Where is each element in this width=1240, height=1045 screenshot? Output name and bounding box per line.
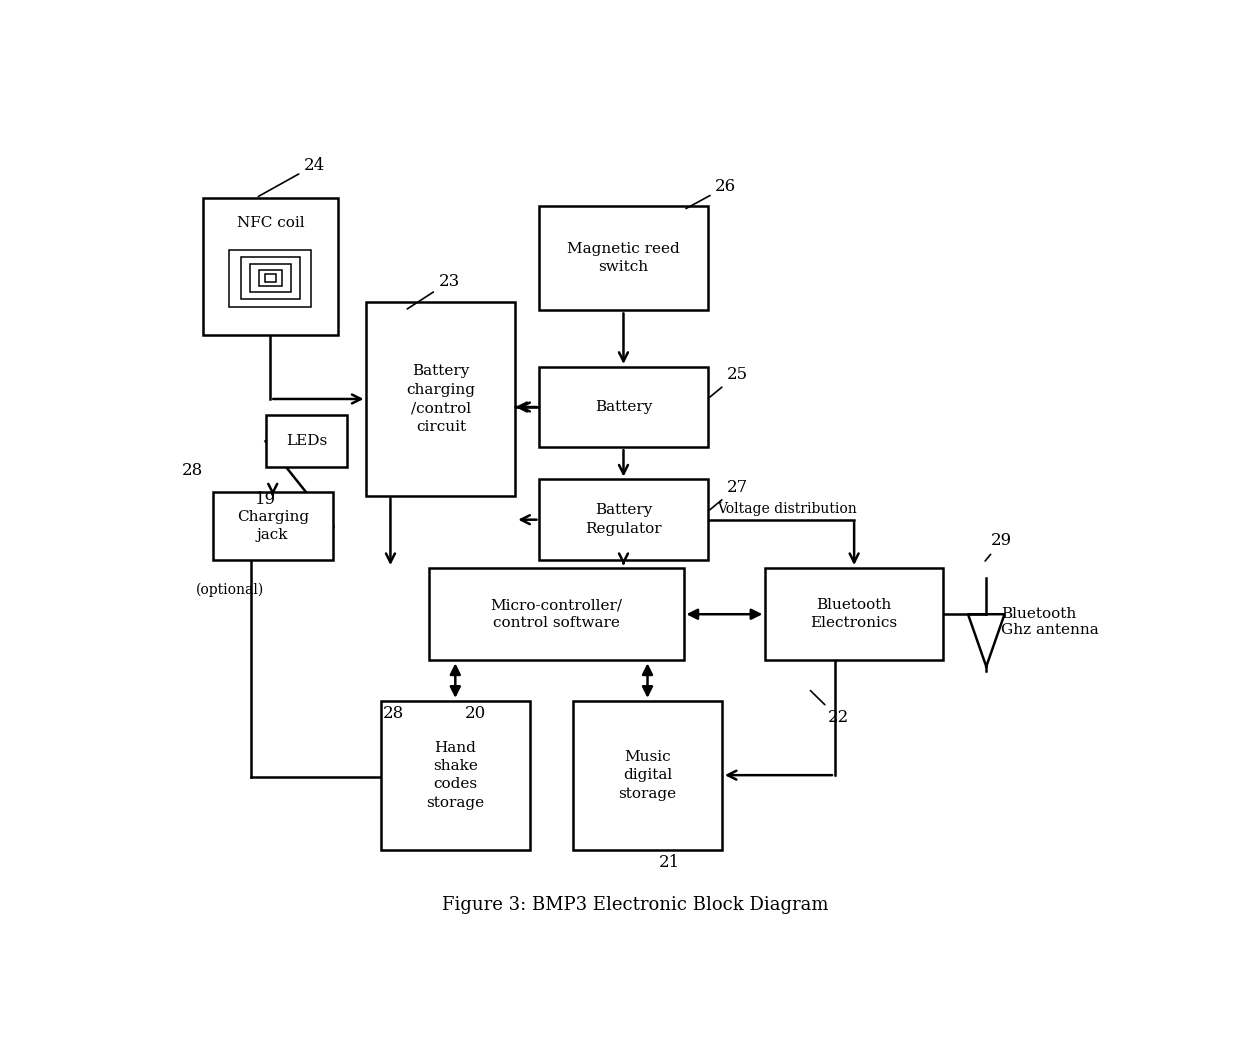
Text: Music
digital
storage: Music digital storage (619, 749, 677, 800)
Text: Battery
charging
/control
circuit: Battery charging /control circuit (407, 365, 475, 434)
Text: Magnetic reed
switch: Magnetic reed switch (567, 242, 680, 275)
Text: Battery: Battery (595, 400, 652, 414)
Bar (573, 701, 722, 850)
Bar (264, 274, 277, 282)
Bar (250, 264, 290, 293)
Text: Charging
jack: Charging jack (237, 510, 309, 542)
Bar (203, 198, 337, 334)
Bar (265, 415, 347, 467)
Bar (765, 568, 944, 660)
Bar (539, 206, 708, 310)
Bar (213, 491, 332, 560)
Text: 27: 27 (709, 479, 748, 510)
Text: 19: 19 (255, 490, 277, 508)
Bar (229, 250, 311, 307)
Bar (539, 480, 708, 560)
Text: 26: 26 (686, 179, 737, 209)
Text: 23: 23 (407, 274, 460, 309)
Bar (241, 257, 300, 299)
Text: 25: 25 (709, 366, 748, 397)
Text: Figure 3: BMP3 Electronic Block Diagram: Figure 3: BMP3 Electronic Block Diagram (443, 896, 828, 914)
Text: Bluetooth
Ghz antenna: Bluetooth Ghz antenna (1001, 607, 1099, 637)
Bar (539, 367, 708, 447)
Bar (367, 302, 516, 495)
Text: LEDs: LEDs (285, 435, 327, 448)
Bar (429, 568, 683, 660)
Text: 20: 20 (465, 705, 486, 722)
Bar (259, 271, 281, 286)
Text: 22: 22 (811, 691, 849, 726)
Bar (381, 701, 529, 850)
Text: 28: 28 (182, 463, 203, 480)
Text: 24: 24 (258, 157, 325, 196)
Text: 29: 29 (985, 532, 1012, 561)
Text: 21: 21 (658, 854, 680, 872)
Text: Micro-controller/
control software: Micro-controller/ control software (490, 598, 622, 630)
Text: NFC coil: NFC coil (237, 215, 304, 230)
Text: Hand
shake
codes
storage: Hand shake codes storage (427, 741, 485, 810)
Text: Voltage distribution: Voltage distribution (717, 502, 857, 515)
Text: (optional): (optional) (196, 582, 264, 597)
Text: Bluetooth
Electronics: Bluetooth Electronics (811, 598, 898, 630)
Text: Battery
Regulator: Battery Regulator (585, 504, 662, 536)
Text: 28: 28 (383, 705, 404, 722)
